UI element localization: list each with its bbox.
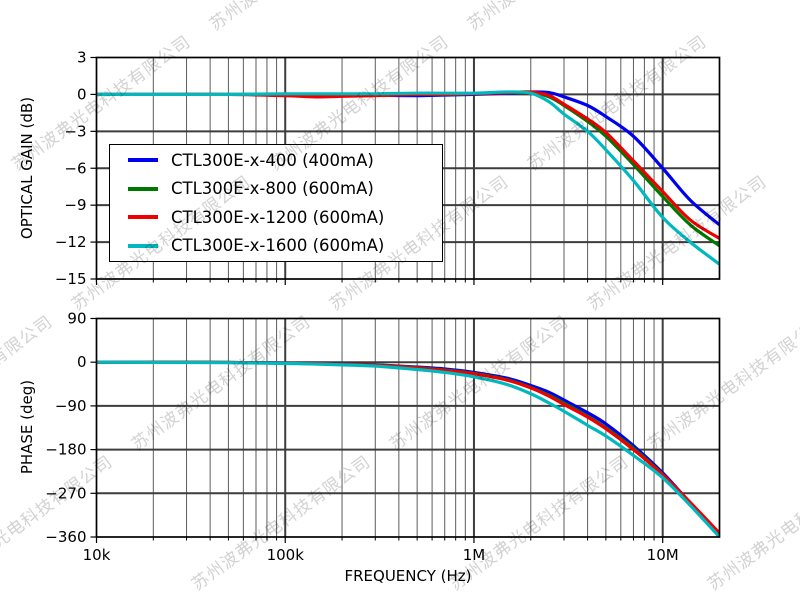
legend-item: CTL300E-x-1600 (600mA) — [110, 232, 442, 261]
x-tick-label: 1M — [463, 546, 486, 564]
x-tick-label: 10M — [647, 546, 679, 564]
y-tick-label: −90 — [55, 397, 87, 415]
y-tick-label: 90 — [67, 310, 86, 328]
legend-item-label: CTL300E-x-400 (400mA) — [171, 150, 374, 170]
curves — [96, 90, 720, 266]
axes-spines — [95, 317, 721, 538]
y-tick-label: 0 — [77, 85, 87, 103]
curves — [96, 360, 720, 537]
y-tick-label: 3 — [77, 49, 87, 67]
legend: CTL300E-x-400 (400mA) CTL300E-x-800 (600m… — [109, 144, 443, 262]
legend-line-sample — [128, 158, 158, 163]
x-tick-label: 100k — [267, 546, 305, 564]
series-curve — [96, 90, 720, 266]
series-curve — [96, 360, 720, 535]
legend-line-sample — [128, 243, 158, 248]
y-tick-label: −180 — [45, 441, 86, 459]
y-tick-label: −12 — [55, 233, 87, 251]
legend-item: CTL300E-x-800 (600mA) — [110, 175, 442, 204]
x-axis-title: FREQUENCY (Hz) — [344, 567, 472, 585]
legend-line-sample — [128, 186, 158, 191]
axes-spines — [95, 56, 721, 280]
y-tick-label: −270 — [45, 484, 86, 502]
legend-item-label: CTL300E-x-1200 (600mA) — [171, 207, 385, 227]
phase-y-axis-title: PHASE (deg) — [18, 379, 36, 475]
y-tick-label: 0 — [77, 353, 87, 371]
legend-item: CTL300E-x-1200 (600mA) — [110, 203, 442, 232]
y-tick-label: −9 — [64, 196, 86, 214]
legend-item: CTL300E-x-400 (400mA) — [110, 146, 442, 175]
y-tick-label: −6 — [64, 159, 86, 177]
series-curve — [96, 360, 720, 537]
y-tick-label: −15 — [55, 270, 87, 288]
legend-line-sample — [128, 215, 158, 220]
gain-y-axis-title: OPTICAL GAIN (dB) — [18, 96, 36, 240]
y-tick-label: −360 — [45, 528, 86, 546]
x-tick-label: 10k — [83, 546, 111, 564]
legend-item-label: CTL300E-x-1600 (600mA) — [171, 236, 385, 256]
legend-item-label: CTL300E-x-800 (600mA) — [171, 179, 374, 199]
y-tick-label: −3 — [64, 122, 86, 140]
